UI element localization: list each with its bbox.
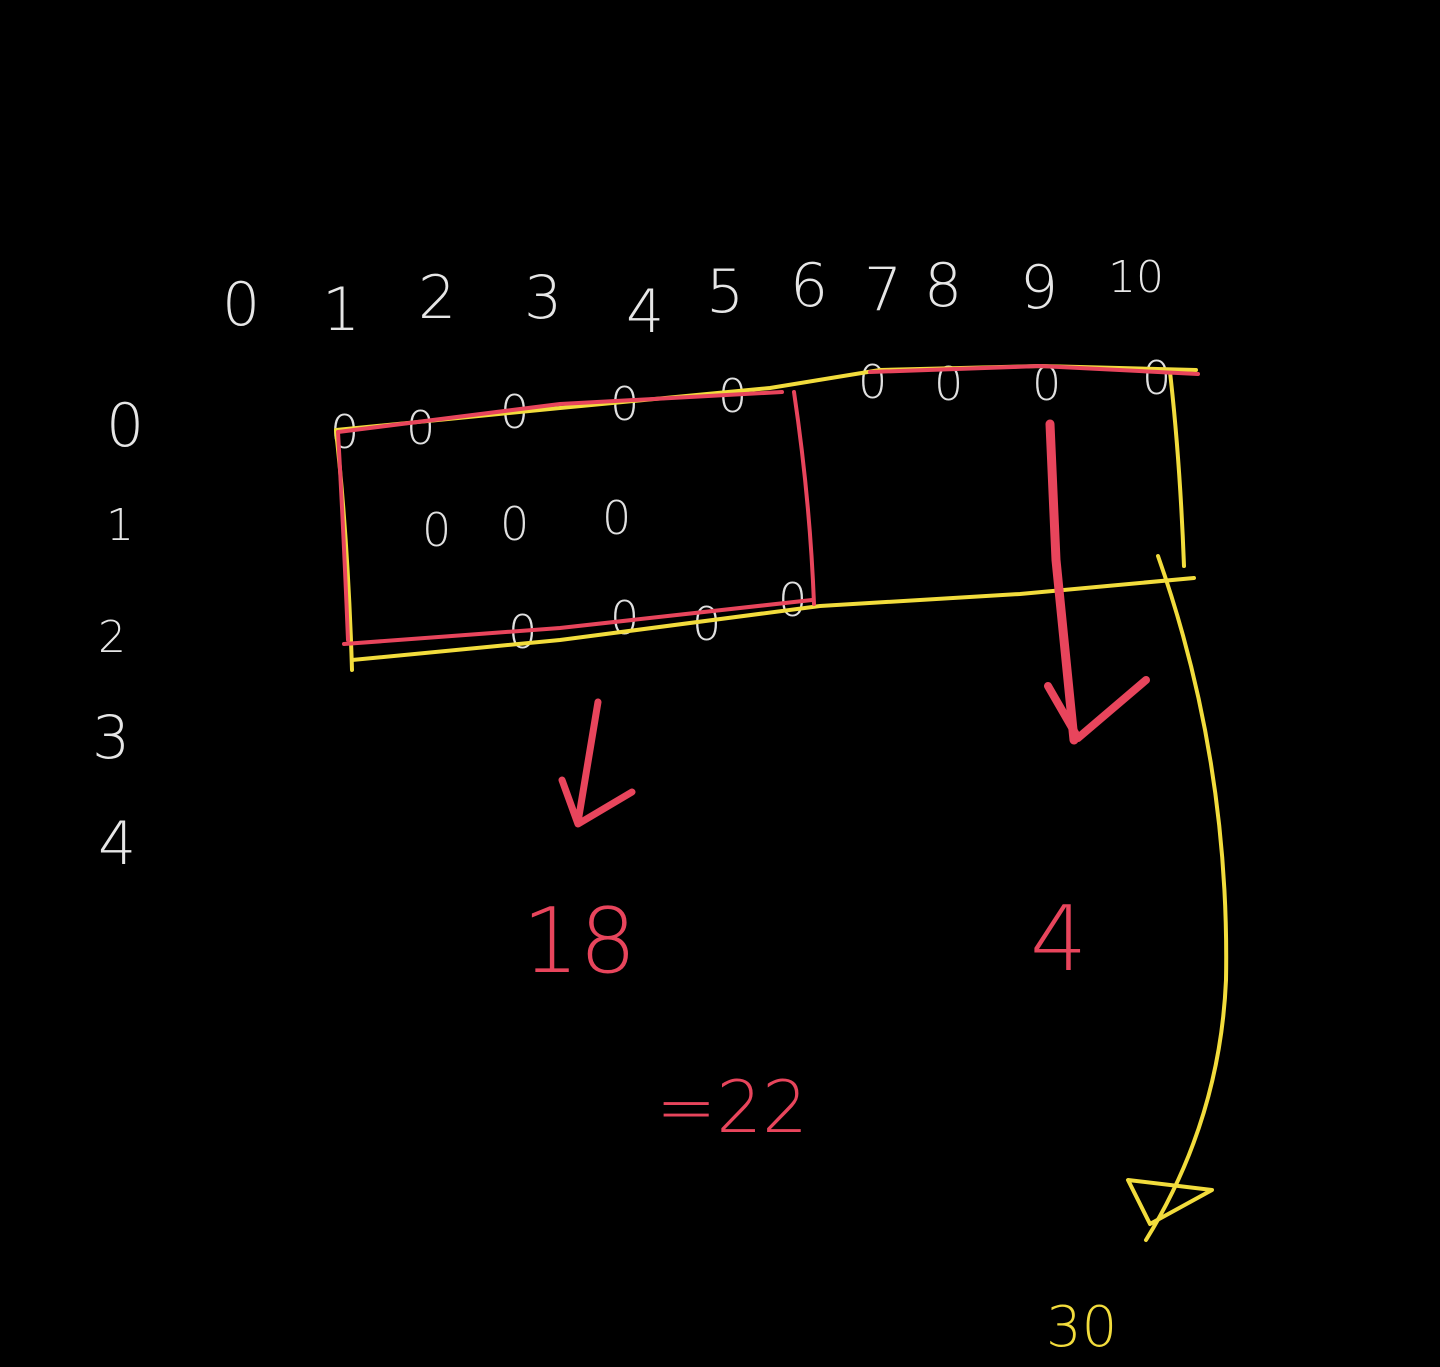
red-left-arrow-shaft bbox=[574, 698, 602, 826]
red-right-edge bbox=[792, 390, 816, 606]
yellow-right-edge bbox=[1168, 370, 1186, 568]
col-label-10: 10 bbox=[1108, 252, 1164, 303]
yellow-bottom-edge bbox=[350, 576, 1196, 662]
zero-r1-c4: 0 bbox=[602, 491, 631, 545]
red-left-arrow-head bbox=[558, 776, 636, 828]
grid-zeros: 0 0 0 0 0 0 0 0 0 0 0 0 0 0 0 0 bbox=[330, 351, 1171, 659]
red-top-edge bbox=[336, 390, 784, 434]
left-count-label: 18 bbox=[522, 889, 637, 994]
col-label-0: 0 bbox=[222, 270, 260, 340]
zero-r1-c3: 0 bbox=[500, 497, 529, 551]
row-label-0: 0 bbox=[106, 391, 144, 461]
col-label-7: 7 bbox=[864, 255, 902, 325]
right-count-label: 4 bbox=[1030, 887, 1087, 992]
col-label-5: 5 bbox=[706, 257, 744, 327]
row-labels: 0 1 2 3 4 bbox=[92, 391, 144, 879]
zero-r0-c2: 0 bbox=[406, 401, 435, 455]
col-label-4: 4 bbox=[626, 277, 664, 347]
col-label-1: 1 bbox=[322, 275, 360, 345]
col-label-2: 2 bbox=[418, 263, 456, 333]
col-label-6: 6 bbox=[790, 251, 828, 321]
red-top-right-edge bbox=[868, 364, 1200, 376]
row-label-3: 3 bbox=[92, 703, 130, 773]
sum-label: =22 bbox=[656, 1065, 808, 1149]
total-label: 30 bbox=[1046, 1295, 1117, 1360]
row-label-4: 4 bbox=[98, 809, 136, 879]
zero-r0-c8: 0 bbox=[934, 357, 963, 411]
yellow-region-outline bbox=[334, 364, 1229, 1242]
col-label-8: 8 bbox=[924, 251, 962, 321]
row-label-1: 1 bbox=[106, 500, 134, 551]
red-down-arrow-shaft bbox=[1045, 419, 1079, 745]
red-bottom-edge bbox=[342, 598, 814, 646]
red-down-arrow-head bbox=[1044, 676, 1150, 742]
results: 18 4 =22 30 bbox=[522, 887, 1117, 1360]
col-label-3: 3 bbox=[524, 263, 562, 333]
yellow-curved-arrow bbox=[1144, 554, 1229, 1242]
zero-r0-c7: 0 bbox=[858, 355, 887, 409]
red-region-outline bbox=[336, 364, 1200, 828]
col-label-9: 9 bbox=[1020, 253, 1058, 323]
red-left-edge bbox=[336, 430, 350, 642]
yellow-top-edge bbox=[334, 364, 1198, 432]
zero-r1-c2: 0 bbox=[422, 503, 451, 557]
zero-r0-c10: 0 bbox=[1142, 351, 1171, 405]
yellow-arrowhead bbox=[1126, 1178, 1214, 1226]
row-label-2: 2 bbox=[98, 612, 126, 663]
column-labels: 0 1 2 3 4 5 6 7 8 9 10 bbox=[222, 251, 1164, 347]
